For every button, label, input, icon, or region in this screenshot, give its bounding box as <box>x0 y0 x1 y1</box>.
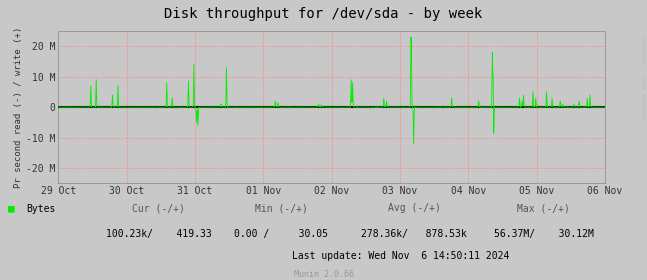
Text: Disk throughput for /dev/sda - by week: Disk throughput for /dev/sda - by week <box>164 7 483 21</box>
Text: Munin 2.0.66: Munin 2.0.66 <box>294 270 353 279</box>
Y-axis label: Pr second read (-) / write (+): Pr second read (-) / write (+) <box>14 27 23 188</box>
Text: RRDTOOL / TOBI OETIKER: RRDTOOL / TOBI OETIKER <box>641 37 646 120</box>
Text: Avg (-/+): Avg (-/+) <box>388 203 441 213</box>
Text: ■: ■ <box>8 204 14 214</box>
Text: Cur (-/+): Cur (-/+) <box>132 203 185 213</box>
Text: Max (-/+): Max (-/+) <box>517 203 570 213</box>
Text: 0.00 /     30.05: 0.00 / 30.05 <box>234 228 329 239</box>
Text: Last update: Wed Nov  6 14:50:11 2024: Last update: Wed Nov 6 14:50:11 2024 <box>292 251 510 261</box>
Text: 100.23k/    419.33: 100.23k/ 419.33 <box>105 228 212 239</box>
Text: Bytes: Bytes <box>26 204 55 214</box>
Text: 56.37M/    30.12M: 56.37M/ 30.12M <box>494 228 593 239</box>
Text: 278.36k/   878.53k: 278.36k/ 878.53k <box>361 228 467 239</box>
Text: Min (-/+): Min (-/+) <box>255 203 308 213</box>
